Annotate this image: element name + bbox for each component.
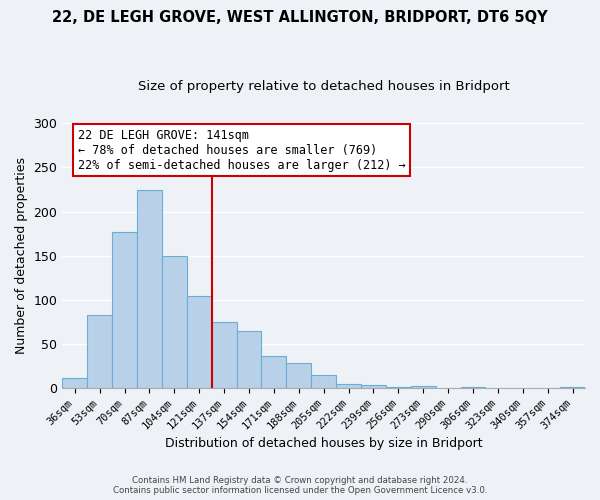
X-axis label: Distribution of detached houses by size in Bridport: Distribution of detached houses by size … (165, 437, 482, 450)
Text: Contains HM Land Registry data © Crown copyright and database right 2024.
Contai: Contains HM Land Registry data © Crown c… (113, 476, 487, 495)
Bar (112, 232, 137, 388)
Bar (236, 331, 262, 388)
Bar (137, 190, 162, 388)
Bar (62, 378, 87, 388)
Text: 22, DE LEGH GROVE, WEST ALLINGTON, BRIDPORT, DT6 5QY: 22, DE LEGH GROVE, WEST ALLINGTON, BRIDP… (52, 10, 548, 25)
Y-axis label: Number of detached properties: Number of detached properties (15, 157, 28, 354)
Bar (286, 362, 311, 388)
Bar (212, 322, 236, 388)
Bar (87, 315, 112, 388)
Bar (361, 384, 386, 388)
Bar (411, 386, 436, 388)
Bar (336, 384, 361, 388)
Text: 22 DE LEGH GROVE: 141sqm
← 78% of detached houses are smaller (769)
22% of semi-: 22 DE LEGH GROVE: 141sqm ← 78% of detach… (78, 128, 406, 172)
Bar (262, 356, 286, 388)
Bar (311, 375, 336, 388)
Bar (187, 296, 212, 388)
Bar (162, 256, 187, 388)
Title: Size of property relative to detached houses in Bridport: Size of property relative to detached ho… (138, 80, 509, 93)
